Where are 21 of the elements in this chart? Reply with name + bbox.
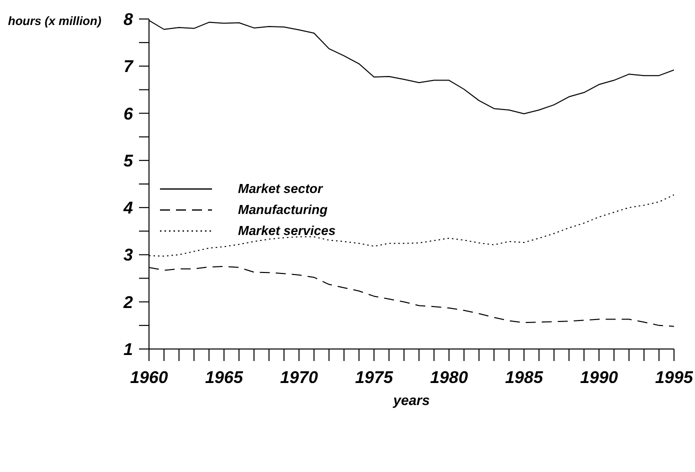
x-tick-label: 1980 [430, 368, 468, 387]
x-tick-label: 1970 [280, 368, 318, 387]
y-tick-label: 2 [122, 292, 134, 312]
y-tick-label: 7 [124, 57, 135, 76]
x-tick-label: 1975 [355, 368, 394, 387]
legend-label: Manufacturing [238, 202, 328, 217]
y-tick-label: 1 [124, 340, 133, 359]
y-tick-label: 8 [124, 10, 134, 29]
y-tick-label: 5 [124, 151, 134, 170]
x-tick-label: 1965 [205, 368, 244, 387]
x-axis-title: years [392, 392, 430, 408]
x-tick-label: 1995 [655, 368, 694, 387]
legend-label: Market sector [238, 181, 323, 196]
x-tick-label: 1960 [130, 368, 168, 387]
y-tick-label: 4 [122, 198, 134, 218]
x-tick-label: 1985 [505, 368, 544, 387]
legend-label: Market services [238, 223, 336, 238]
x-tick-label: 1990 [580, 368, 618, 387]
y-tick-label: 3 [124, 246, 134, 265]
y-tick-label: 6 [124, 104, 134, 124]
y-axis-title: hours (x million) [8, 14, 102, 28]
